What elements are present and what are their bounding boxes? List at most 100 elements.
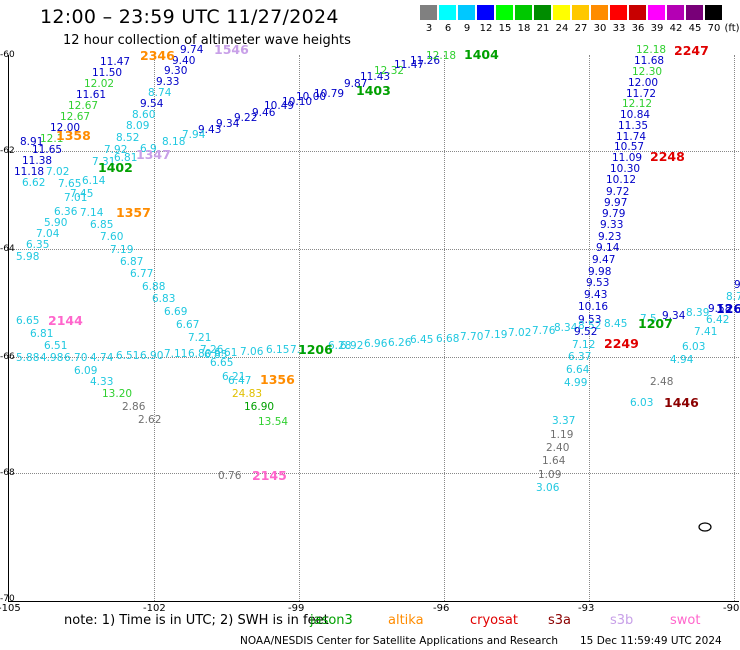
wave-height-label: 12.02 [84,78,115,90]
wave-height-label: 10.16 [578,301,609,313]
wave-height-label: 9.47 [592,254,616,266]
colorbar-cell-33 [610,5,627,20]
wave-height-label: 4.74 [90,352,114,364]
wave-height-label: 7.70 [460,331,484,343]
colorbar-cell-18 [515,5,532,20]
wave-height-label: 6.21 [222,371,246,383]
wave-height-label: 6.09 [74,365,98,377]
wave-height-label: 6.42 [706,314,730,326]
colorbar-cell-12 [477,5,494,20]
wave-height-label: 2.40 [546,442,570,454]
colorbar-cell-27 [572,5,589,20]
wave-height-label: 7.60 [100,231,124,243]
wave-height-label: 10.57 [614,141,645,153]
wave-height-label: 2.48 [650,376,674,388]
wave-height-label: 6.61 [214,347,238,359]
wave-height-label: 10.00 [296,91,327,103]
footer-note: note: 1) Time is in UTC; 2) SWH is in fe… [64,613,329,628]
grid-line-vertical [589,55,590,601]
colorbar-cell-70 [705,5,722,20]
wave-height-label: 12.67 [68,100,99,112]
wave-height-label: 4.98 [40,352,64,364]
wave-height-label: 9.34 [216,118,240,130]
wave-height-label: 8.39 [686,307,710,319]
pass-time-label: 1206 [298,342,333,357]
grid-line-vertical [444,55,445,601]
legend-cryosat: cryosat [470,613,518,628]
map-subtitle: 12 hour collection of altimeter wave hei… [63,33,351,48]
wave-height-label: 4.33 [90,376,114,388]
wave-height-label: 10.30 [610,163,641,175]
wave-height-label: 6.77 [130,268,154,280]
wave-height-label: 6.26 [388,337,412,349]
map-title: 12:00 – 23:59 UTC 11/27/2024 [40,6,339,28]
wave-height-label: 6.03 [682,341,706,353]
wave-height-label: 6.96 [364,338,388,350]
wave-height-label: 10.12 [606,174,637,186]
wave-height-label: 10.79 [314,88,345,100]
wave-height-label: 7.02 [46,166,70,178]
colorbar-cell-45 [686,5,703,20]
wave-height-label: 6.64 [566,364,590,376]
legend-s3a: s3a [548,613,572,628]
y-tick-label: -68 [0,468,15,478]
wave-height-label: 9.54 [140,98,164,110]
wave-height-label: 12.32 [374,65,405,77]
pass-time-label: 1404 [464,47,499,62]
wave-height-label: 4.94 [670,354,694,366]
legend-jason3: jason3 [310,613,353,628]
wave-height-label: 6.85 [90,219,114,231]
wave-height-label: 9.79 [602,208,626,220]
grid-line-horizontal [9,357,739,358]
colorbar-cell-3 [420,5,437,20]
pass-time-label: 1446 [664,395,699,410]
colorbar-cell-21 [534,5,551,20]
colorbar-cell-42 [667,5,684,20]
wave-height-label: 7.65 [58,178,82,190]
wave-height-label: 5.90 [44,217,68,229]
wave-height-label: 10.10 [282,96,313,108]
wave-height-label: 6.35 [26,239,50,251]
pass-time-label: 2247 [674,43,709,58]
wave-height-label: 11.47 [394,59,425,71]
y-tick-label: -60 [0,50,15,60]
wave-height-label: 9.30 [164,65,188,77]
wave-height-label: 6.15 [266,344,290,356]
map-plot-area [8,55,739,602]
colorbar-cell-15 [496,5,513,20]
wave-height-label: 1.09 [538,469,562,481]
y-tick-label: -70 [0,594,15,604]
wave-height-label: 8.7 [726,291,740,303]
colorbar-cell-36 [629,5,646,20]
wave-height-label: 9.33 [156,76,180,88]
colorbar-label: 70 [707,23,721,34]
wave-height-label: 7.31 [92,156,116,168]
wave-height-label: 6.85 [204,349,228,361]
wave-height-label: 24.83 [232,388,263,400]
y-tick-label: -66 [0,352,15,362]
x-tick-label: -90 [723,603,740,614]
pass-time-label: 1357 [116,205,151,220]
wave-height-label: 8.52 [578,320,602,332]
wave-height-label: 6.69 [164,306,188,318]
wave-height-label: 11.72 [626,88,657,100]
pass-time-label: 1546 [214,42,249,57]
wave-height-label: 9.58 [708,303,732,315]
wave-height-label: 6.67 [176,319,200,331]
x-tick-label: -105 [0,603,21,614]
wave-height-label: 6.90 [140,350,164,362]
wave-height-label: 9.72 [606,186,630,198]
wave-height-label: 11.26 [410,55,441,67]
colorbar-label: 3 [425,23,433,34]
wave-height-label: 9.22 [234,112,258,124]
wave-height-label: 7.04 [36,228,60,240]
wave-height-label: 0.76 [218,470,242,482]
wave-height-label: 8.18 [162,136,186,148]
pass-time-label: 2346 [140,48,175,63]
wave-height-label: 1.19 [550,429,574,441]
colorbar-label: 9 [463,23,471,34]
wave-height-label: 7.06 [240,346,264,358]
wave-height-label: 6.65 [210,357,234,369]
wave-height-label: 6.80 [188,348,212,360]
wave-height-label: 9.43 [198,124,222,136]
